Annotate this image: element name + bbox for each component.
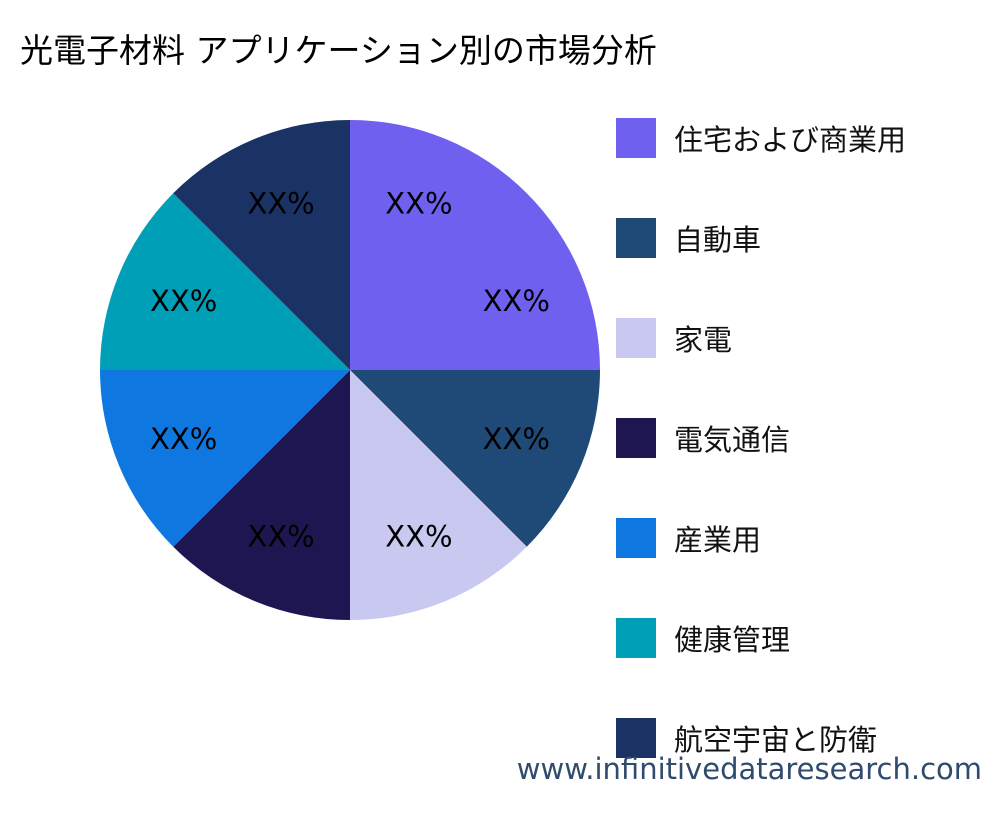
legend-swatch (616, 418, 656, 458)
legend-label: 住宅および商業用 (674, 123, 907, 157)
slice-data-label: XX% (483, 284, 550, 318)
slice-data-label: XX% (150, 284, 217, 318)
pie-slice (173, 120, 350, 370)
legend-item: 自動車 (616, 218, 906, 258)
legend-item: 住宅および商業用 (616, 118, 906, 158)
website-watermark: www.infinitivedataresearch.com (516, 752, 982, 786)
legend-swatch (616, 618, 656, 658)
pie-slice (350, 120, 600, 370)
pie-slice (100, 370, 350, 547)
slice-data-label: XX% (247, 519, 314, 553)
pie-slice (350, 370, 600, 547)
pie-slice (100, 193, 350, 370)
legend: 住宅および商業用 自動車 家電 電気通信 産業用 健康管理 航空宇宙と防衛 (616, 118, 906, 818)
pie-chart: XX% XX% XX% XX% XX% XX% XX% XX% (100, 120, 600, 620)
slice-data-label: XX% (385, 187, 452, 221)
legend-item: 航空宇宙と防衛 (616, 718, 906, 758)
legend-label: 自動車 (674, 223, 762, 257)
legend-swatch (616, 218, 656, 258)
slice-data-label: XX% (247, 187, 314, 221)
legend-label: 航空宇宙と防衛 (674, 723, 878, 757)
legend-item: 家電 (616, 318, 906, 358)
slice-data-label: XX% (483, 422, 550, 456)
legend-swatch (616, 318, 656, 358)
slice-data-label: XX% (150, 422, 217, 456)
legend-label: 電気通信 (674, 423, 791, 457)
pie-slice (173, 370, 350, 620)
pie-slice (350, 370, 527, 620)
legend-item: 産業用 (616, 518, 906, 558)
legend-swatch (616, 518, 656, 558)
legend-label: 家電 (674, 323, 733, 357)
legend-swatch (616, 118, 656, 158)
legend-label: 産業用 (674, 523, 762, 557)
slice-data-label: XX% (385, 519, 452, 553)
legend-swatch (616, 718, 656, 758)
legend-item: 電気通信 (616, 418, 906, 458)
chart-title: 光電子材料 アプリケーション別の市場分析 (20, 31, 657, 70)
legend-label: 健康管理 (674, 623, 791, 657)
legend-item: 健康管理 (616, 618, 906, 658)
